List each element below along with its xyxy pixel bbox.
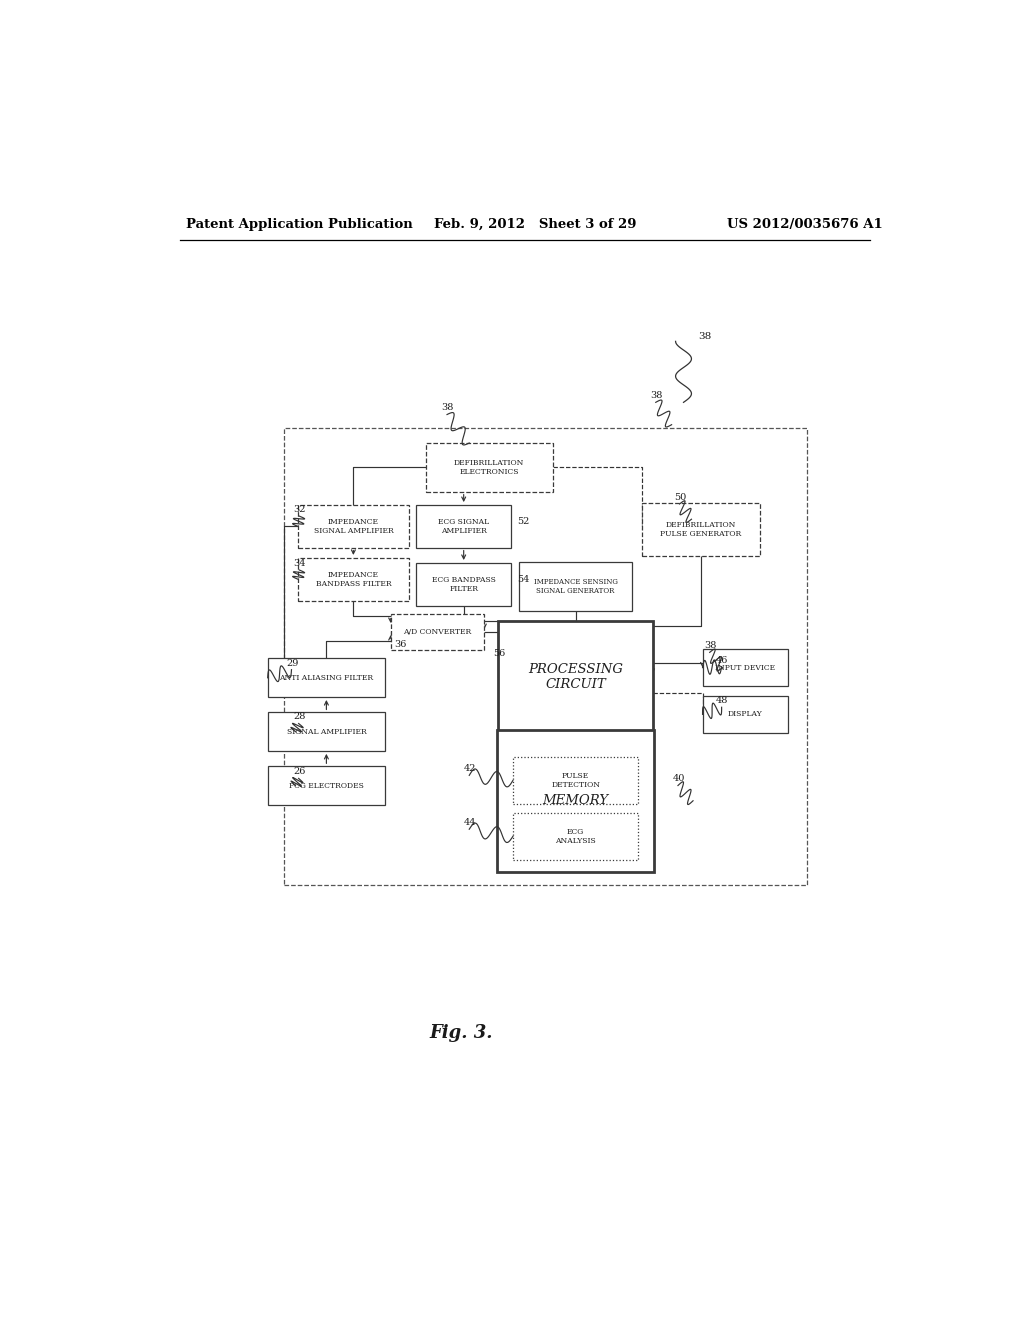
Bar: [267, 659, 385, 697]
Bar: [391, 614, 484, 651]
Text: 38: 38: [697, 333, 711, 342]
Text: 34: 34: [293, 558, 305, 568]
Text: 44: 44: [464, 818, 476, 828]
Text: Fig. 3.: Fig. 3.: [429, 1023, 494, 1041]
Text: 38: 38: [650, 391, 663, 400]
Text: IMPEDANCE
SIGNAL AMPLIFIER: IMPEDANCE SIGNAL AMPLIFIER: [313, 517, 393, 535]
Text: IMPEDANCE
BANDPASS FILTER: IMPEDANCE BANDPASS FILTER: [315, 570, 391, 587]
Text: INPUT DEVICE: INPUT DEVICE: [716, 664, 775, 672]
Bar: [497, 730, 654, 873]
Bar: [702, 696, 788, 733]
Text: ECG BANDPASS
FILTER: ECG BANDPASS FILTER: [432, 576, 496, 593]
Bar: [267, 766, 385, 805]
Bar: [416, 506, 511, 548]
Text: Feb. 9, 2012   Sheet 3 of 29: Feb. 9, 2012 Sheet 3 of 29: [433, 218, 636, 231]
Bar: [285, 428, 807, 886]
Text: 46: 46: [716, 656, 728, 664]
Text: 32: 32: [293, 506, 305, 513]
Text: PCG ELECTRODES: PCG ELECTRODES: [289, 781, 364, 789]
Bar: [267, 713, 385, 751]
Text: ECG SIGNAL
AMPLIFIER: ECG SIGNAL AMPLIFIER: [438, 517, 489, 535]
Text: SIGNAL AMPLIFIER: SIGNAL AMPLIFIER: [287, 727, 367, 735]
Text: ECG
ANALYSIS: ECG ANALYSIS: [555, 828, 596, 845]
Bar: [426, 444, 553, 492]
Bar: [513, 758, 638, 804]
Text: A/D CONVERTER: A/D CONVERTER: [403, 628, 472, 636]
Text: 40: 40: [673, 775, 685, 784]
Text: 50: 50: [674, 492, 686, 502]
Text: 56: 56: [494, 649, 505, 659]
Bar: [499, 620, 653, 733]
Text: PULSE
DETECTION: PULSE DETECTION: [551, 772, 600, 789]
Bar: [642, 503, 760, 556]
Text: Patent Application Publication: Patent Application Publication: [186, 218, 413, 231]
Text: 26: 26: [293, 767, 305, 776]
Bar: [702, 649, 788, 686]
Text: 38: 38: [705, 642, 717, 651]
Text: 42: 42: [464, 764, 476, 774]
Text: DEFIBRILLATION
PULSE GENERATOR: DEFIBRILLATION PULSE GENERATOR: [660, 521, 741, 539]
Text: MEMORY: MEMORY: [543, 795, 608, 808]
Text: 54: 54: [518, 576, 530, 585]
Text: IMPEDANCE SENSING
SIGNAL GENERATOR: IMPEDANCE SENSING SIGNAL GENERATOR: [534, 578, 617, 595]
Bar: [416, 562, 511, 606]
Text: DEFIBRILLATION
ELECTRONICS: DEFIBRILLATION ELECTRONICS: [454, 459, 524, 477]
Text: 52: 52: [518, 517, 530, 527]
Text: 36: 36: [394, 640, 407, 649]
Text: DISPLAY: DISPLAY: [728, 710, 763, 718]
Text: 38: 38: [441, 404, 454, 412]
Bar: [519, 562, 632, 611]
Text: PROCESSING
CIRCUIT: PROCESSING CIRCUIT: [528, 663, 623, 690]
Text: 28: 28: [293, 713, 305, 722]
Bar: [513, 813, 638, 859]
Text: 48: 48: [716, 696, 728, 705]
Text: ANTI ALIASING FILTER: ANTI ALIASING FILTER: [280, 673, 374, 682]
Text: 29: 29: [287, 659, 299, 668]
Text: US 2012/0035676 A1: US 2012/0035676 A1: [727, 218, 883, 231]
Bar: [298, 506, 409, 548]
Bar: [298, 558, 409, 601]
